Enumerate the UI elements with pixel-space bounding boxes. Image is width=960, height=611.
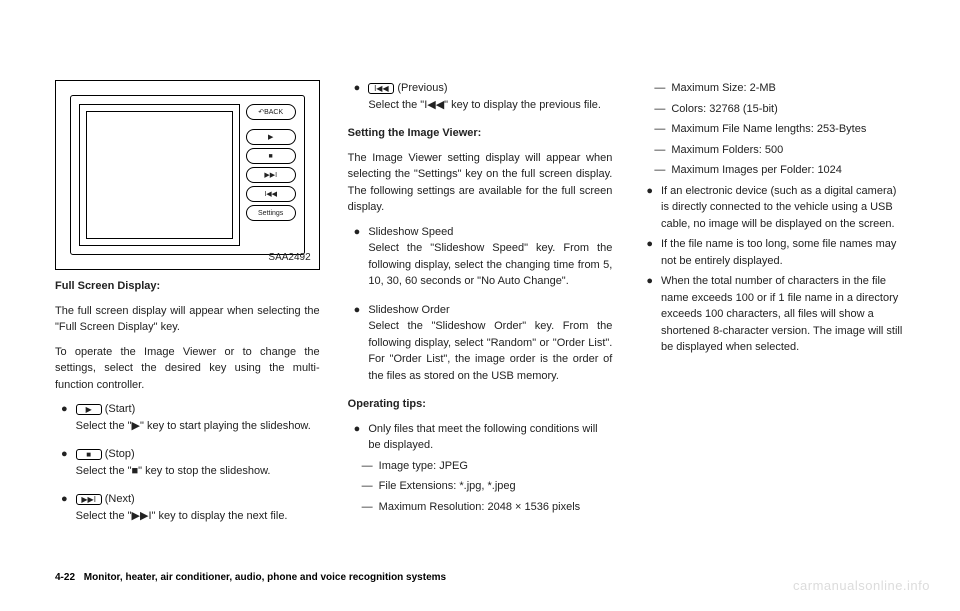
text-chars: When the total number of characters in t…	[661, 273, 905, 356]
prev-icon: I◀◀	[368, 83, 394, 94]
text-s1: Image type: JPEG	[379, 458, 468, 475]
column-3: — Maximum Size: 2-MB — Colors: 32768 (15…	[640, 80, 905, 536]
dash-icon: —	[362, 499, 373, 516]
bullet-order: ● Slideshow Order Select the "Slideshow …	[354, 302, 613, 393]
bullet-dot-icon: ●	[354, 80, 361, 121]
head-speed: Slideshow Speed	[368, 226, 453, 238]
text-c3s3: Maximum File Name lengths: 253-Bytes	[671, 121, 866, 138]
settings-button-icon: Settings	[246, 205, 296, 221]
start-button-icon: ▶	[246, 129, 296, 145]
text-next: Select the "▶▶I" key to display the next…	[76, 508, 320, 525]
column-1: ↶BACK ▶ ■ ▶▶I I◀◀ Settings SAA2492 Full …	[55, 80, 320, 536]
text-prev: Select the "I◀◀" key to display the prev…	[368, 97, 612, 114]
bullet-dot-icon: ●	[354, 302, 361, 393]
dash-icon: —	[362, 478, 373, 495]
diagram-frame: ↶BACK ▶ ■ ▶▶I I◀◀ Settings SAA2492	[55, 80, 320, 270]
label-stop: (Stop)	[105, 448, 135, 460]
label-start: (Start)	[105, 403, 136, 415]
diagram-caption: SAA2492	[268, 250, 310, 265]
text-tip1: Only files that meet the following condi…	[368, 421, 612, 454]
page-number: 4-22	[55, 572, 75, 583]
bullet-dot-icon: ●	[646, 183, 653, 233]
bullet-tip1: ● Only files that meet the following con…	[354, 421, 613, 454]
sub-folders: — Maximum Folders: 500	[654, 142, 905, 159]
heading-tips: Operating tips:	[348, 396, 613, 413]
page-footer: 4-22 Monitor, heater, air conditioner, a…	[55, 572, 446, 583]
text-long-name: If the file name is too long, some file …	[661, 236, 905, 269]
column-2: ● I◀◀ (Previous) Select the "I◀◀" key to…	[348, 80, 613, 536]
diagram-device: ↶BACK ▶ ■ ▶▶I I◀◀ Settings	[70, 95, 305, 255]
sub-filename: — Maximum File Name lengths: 253-Bytes	[654, 121, 905, 138]
diagram-buttons: ↶BACK ▶ ■ ▶▶I I◀◀ Settings	[246, 104, 296, 246]
heading-setting: Setting the Image Viewer:	[348, 125, 613, 142]
next-icon: ▶▶I	[76, 494, 102, 505]
bullet-dot-icon: ●	[61, 446, 68, 487]
back-button-icon: ↶BACK	[246, 104, 296, 120]
bullet-speed: ● Slideshow Speed Select the "Slideshow …	[354, 224, 613, 298]
sub-ext: — File Extensions: *.jpg, *.jpeg	[362, 478, 613, 495]
bullet-long-name: ● If the file name is too long, some fil…	[646, 236, 905, 269]
text-s3: Maximum Resolution: 2048 × 1536 pixels	[379, 499, 580, 516]
text-p1: The full screen display will appear when…	[55, 303, 320, 336]
text-s2: File Extensions: *.jpg, *.jpeg	[379, 478, 516, 495]
sub-images: — Maximum Images per Folder: 1024	[654, 162, 905, 179]
bullet-stop: ● ■ (Stop) Select the "■" key to stop th…	[61, 446, 320, 487]
text-c3s5: Maximum Images per Folder: 1024	[671, 162, 842, 179]
bullet-dot-icon: ●	[61, 401, 68, 442]
bullet-dot-icon: ●	[646, 273, 653, 356]
prev-button-icon: I◀◀	[246, 186, 296, 202]
bullet-dot-icon: ●	[354, 421, 361, 454]
label-prev: (Previous)	[397, 82, 447, 94]
bullet-content: Slideshow Speed Select the "Slideshow Sp…	[368, 224, 612, 298]
bullet-dot-icon: ●	[354, 224, 361, 298]
dash-icon: —	[362, 458, 373, 475]
head-order: Slideshow Order	[368, 304, 449, 316]
dash-icon: —	[654, 121, 665, 138]
stop-button-icon: ■	[246, 148, 296, 164]
page-content: ↶BACK ▶ ■ ▶▶I I◀◀ Settings SAA2492 Full …	[0, 0, 960, 576]
text-setting: The Image Viewer setting display will ap…	[348, 150, 613, 216]
dash-icon: —	[654, 101, 665, 118]
diagram-screen-outer	[79, 104, 240, 246]
watermark: carmanualsonline.info	[793, 578, 930, 593]
bullet-content: ▶▶I (Next) Select the "▶▶I" key to displ…	[76, 491, 320, 532]
bullet-content: Slideshow Order Select the "Slideshow Or…	[368, 302, 612, 393]
sub-image-type: — Image type: JPEG	[362, 458, 613, 475]
text-c3s4: Maximum Folders: 500	[671, 142, 783, 159]
next-button-icon: ▶▶I	[246, 167, 296, 183]
text-speed: Select the "Slideshow Speed" key. From t…	[368, 240, 612, 290]
text-c3s1: Maximum Size: 2-MB	[671, 80, 776, 97]
sub-size: — Maximum Size: 2-MB	[654, 80, 905, 97]
dash-icon: —	[654, 162, 665, 179]
bullet-content: ▶ (Start) Select the "▶" key to start pl…	[76, 401, 320, 442]
sub-res: — Maximum Resolution: 2048 × 1536 pixels	[362, 499, 613, 516]
section-title: Monitor, heater, air conditioner, audio,…	[84, 572, 446, 583]
dash-icon: —	[654, 142, 665, 159]
bullet-chars: ● When the total number of characters in…	[646, 273, 905, 356]
play-icon: ▶	[76, 404, 102, 415]
bullet-device: ● If an electronic device (such as a dig…	[646, 183, 905, 233]
bullet-dot-icon: ●	[646, 236, 653, 269]
sub-colors: — Colors: 32768 (15-bit)	[654, 101, 905, 118]
text-c3s2: Colors: 32768 (15-bit)	[671, 101, 777, 118]
diagram-screen-inner	[86, 111, 233, 239]
dash-icon: —	[654, 80, 665, 97]
heading-full-screen: Full Screen Display:	[55, 278, 320, 295]
label-next: (Next)	[105, 493, 135, 505]
bullet-dot-icon: ●	[61, 491, 68, 532]
bullet-next: ● ▶▶I (Next) Select the "▶▶I" key to dis…	[61, 491, 320, 532]
stop-icon: ■	[76, 449, 102, 460]
bullet-content: ■ (Stop) Select the "■" key to stop the …	[76, 446, 320, 487]
text-p2: To operate the Image Viewer or to change…	[55, 344, 320, 394]
bullet-prev: ● I◀◀ (Previous) Select the "I◀◀" key to…	[354, 80, 613, 121]
text-stop: Select the "■" key to stop the slideshow…	[76, 463, 320, 480]
text-device: If an electronic device (such as a digit…	[661, 183, 905, 233]
text-start: Select the "▶" key to start playing the …	[76, 418, 320, 435]
bullet-start: ● ▶ (Start) Select the "▶" key to start …	[61, 401, 320, 442]
text-order: Select the "Slideshow Order" key. From t…	[368, 318, 612, 384]
bullet-content: I◀◀ (Previous) Select the "I◀◀" key to d…	[368, 80, 612, 121]
